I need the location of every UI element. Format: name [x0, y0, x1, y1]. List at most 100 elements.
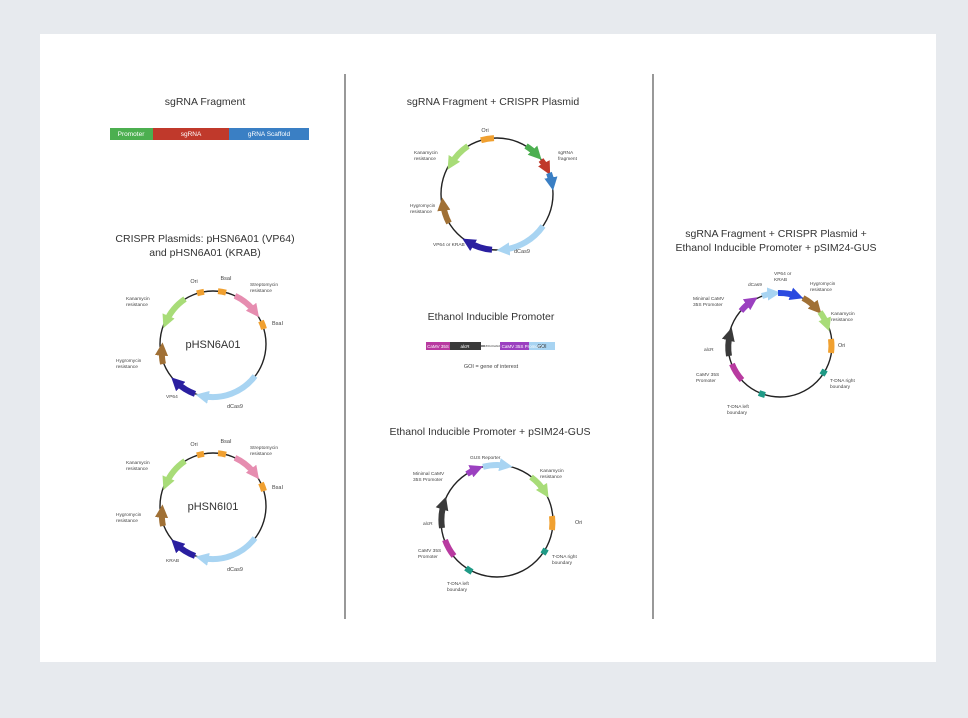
kanamycin-feature	[447, 143, 470, 170]
krab-feature	[171, 539, 197, 559]
tdna-right-feature	[540, 547, 549, 556]
sgrna-fragment-label-1: sgRNA	[558, 150, 574, 156]
camv-35s-feature	[729, 362, 745, 383]
plasmid-name: pHSN6I01	[188, 501, 239, 513]
krab-label: KRAB	[166, 558, 179, 564]
dcas9-feature	[761, 287, 781, 301]
goi-label: GOI	[537, 344, 546, 350]
dcas9-label: dCas9	[227, 404, 243, 410]
ethanol-promoter-bar: CaMV 35S alcR Minimal CaMV 35S Promoter …	[426, 342, 555, 370]
dcas9-feature	[496, 224, 546, 256]
hygromycin-label-2: resistance	[410, 209, 432, 215]
dcas9-feature	[195, 536, 258, 566]
ori-label: Ori	[190, 279, 197, 285]
minimal-camv-segment	[500, 342, 529, 350]
bsai-right-feature	[258, 481, 267, 492]
tdna-left-label-2: boundary	[727, 410, 748, 416]
tdna-left-label-2: boundary	[447, 587, 468, 593]
camv-35s-label-2: Promoter	[418, 554, 438, 560]
kanamycin-label-1: Kanamycin	[831, 311, 855, 317]
ori-feature	[196, 288, 205, 297]
effector-feature	[462, 238, 493, 253]
camv-35s-label: CaMV 35S	[427, 344, 449, 349]
hygromycin-label-1: Hygromycin	[116, 512, 142, 518]
effector-label-2: KRAB	[774, 277, 787, 283]
hygromycin-feature	[437, 197, 452, 225]
alcr-label: alcR	[423, 521, 433, 527]
tdna-left-label-1: T-DNA left	[447, 581, 470, 587]
streptomycin-label-2: resistance	[250, 288, 272, 294]
combined-title-line1: sgRNA Fragment + CRISPR Plasmid +	[685, 228, 866, 240]
bsai-right-label: BsaI	[272, 321, 283, 327]
kanamycin-label-2: resistance	[414, 156, 436, 162]
promoter-segment	[110, 128, 153, 140]
dcas9-label: dCas9	[748, 282, 762, 288]
dcas9-label: dCas9	[514, 249, 530, 255]
kanamycin-label-2: resistance	[831, 317, 853, 323]
tdna-right-label-2: boundary	[830, 384, 851, 390]
ori-label: Ori	[838, 343, 845, 349]
alcr-label: alcR	[704, 347, 714, 353]
kanamycin-label-1: Kanamycin	[540, 468, 564, 474]
hygromycin-feature	[801, 295, 822, 314]
sgrna-fragment-label-2: fragment	[558, 156, 578, 162]
gRNA-scaffold-segment	[229, 128, 309, 140]
effector-feature	[777, 287, 804, 301]
bsai-right-feature	[258, 319, 267, 330]
bsai-top-feature	[217, 288, 227, 296]
crispr-plasmids-title-line1: CRISPR Plasmids: pHSN6A01 (VP64)	[115, 233, 294, 245]
streptomycin-label-1: Streptomycin	[250, 445, 278, 451]
kanamycin-feature	[529, 474, 549, 498]
minimal-camv-label-2: 35S Promoter	[413, 477, 443, 483]
minimal-camv-label-1: Minimal CaMV	[413, 471, 445, 477]
tdna-left-feature	[464, 565, 474, 575]
dcas9-label: dCas9	[227, 567, 243, 573]
sgrna-fragment-title: sgRNA Fragment	[165, 96, 246, 108]
kanamycin-feature	[817, 310, 831, 332]
alcr-segment	[450, 342, 481, 350]
kanamycin-feature	[162, 296, 187, 329]
plasmid-name: pHSN6A01	[185, 339, 240, 351]
diagram-canvas: sgRNA Fragment Promoter sgRNA gRNA Scaff…	[40, 34, 936, 662]
combined-title-line2: Ethanol Inducible Promoter + pSIM24-GUS	[675, 242, 876, 254]
psim24-title: Ethanol Inducible Promoter + pSIM24-GUS	[389, 426, 590, 438]
kanamycin-label-1: Kanamycin	[126, 296, 150, 302]
plasmid-phsn6a01: pHSN6A01 Ori BsaI Streptomycin resistanc…	[116, 276, 283, 410]
effector-label: VP64 or KRAB	[433, 242, 465, 248]
vp64-label: VP64	[166, 394, 178, 400]
tdna-right-label-1: T-DNA right	[830, 378, 855, 384]
kanamycin-feature	[162, 458, 187, 491]
minimal-camv-label: Minimal CaMV 35S Promoter	[485, 344, 544, 349]
sgrna-segment	[153, 128, 229, 140]
streptomycin-label-2: resistance	[250, 451, 272, 457]
tdna-left-feature	[757, 390, 766, 398]
ori-label: Ori	[481, 128, 488, 134]
minimal-camv-label-2: 35S Promoter	[693, 302, 723, 308]
gus-reporter-label: GUS Reporter	[470, 455, 501, 461]
ori-label: Ori	[575, 520, 582, 526]
streptomycin-label-1: Streptomycin	[250, 282, 278, 288]
tdna-right-feature	[819, 368, 828, 377]
camv-35s-label-1: CaMV 35S	[696, 372, 719, 378]
alcr-feature	[435, 496, 449, 529]
gRNA-scaffold-label: gRNA Scaffold	[248, 131, 291, 138]
plasmid-ethanol-psim24: GUS Reporter Kanamycin resistance Minima…	[413, 455, 582, 593]
kanamycin-label-2: resistance	[540, 474, 562, 480]
kanamycin-label-1: Kanamycin	[126, 460, 150, 466]
ori-feature	[480, 135, 495, 144]
camv-35s-feature	[442, 538, 457, 558]
bsai-top-label: BsaI	[220, 276, 231, 282]
hygromycin-label-2: resistance	[810, 287, 832, 293]
ori-feature	[196, 450, 205, 459]
camv-35s-segment	[426, 342, 450, 350]
plasmid-sgrna-crispr: Ori sgRNA fragment Kanamycin resistance …	[410, 128, 578, 256]
alcr-feature	[721, 327, 735, 357]
hygromycin-label-1: Hygromycin	[410, 203, 436, 209]
dcas9-feature	[195, 374, 258, 404]
ethanol-promoter-title: Ethanol Inducible Promoter	[428, 311, 555, 323]
goi-caption: GOI = gene of interest	[464, 364, 519, 370]
alcr-label: alcR	[460, 344, 470, 349]
streptomycin-feature	[233, 455, 259, 480]
plasmid-combined: VP64 or KRAB dCas9 Hygromycin resistance…	[693, 271, 855, 416]
tdna-left-label-1: T-DNA left	[727, 404, 750, 410]
